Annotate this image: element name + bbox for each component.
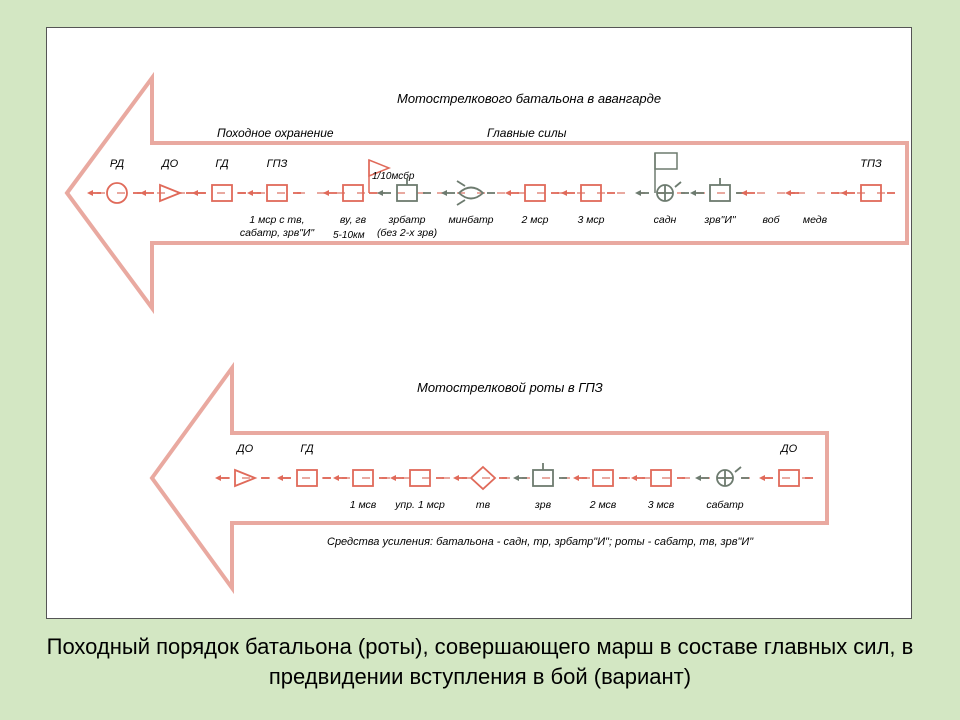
unit-symbol-msr3 [569, 176, 613, 210]
arrows-svg [47, 28, 911, 618]
unit-symbol-msr2 [513, 176, 557, 210]
unit-vugv: ву, гв [323, 176, 383, 210]
unit-bot-msr3: 3 мср [578, 214, 605, 227]
unit-tv: тв [453, 461, 513, 495]
unit-bot-zrb: зрбатр(без 2-х зрв) [377, 214, 437, 239]
unit-symbol-do3 [767, 461, 811, 495]
unit-bot-gpz: 1 мср с тв,сабатр, зрв"И" [240, 214, 314, 239]
unit-medv: медв [785, 176, 845, 210]
battalion-title: Мотострелкового батальона в авангарде [397, 91, 661, 106]
unit-minb: минбатр [441, 176, 501, 210]
unit-symbol-do2 [223, 461, 267, 495]
unit-msv2: 2 мсв [573, 461, 633, 495]
unit-do1: ДО [140, 176, 200, 210]
unit-rd: РД [87, 176, 147, 210]
unit-bot-msv2: 2 мсв [590, 499, 617, 512]
footnote: Средства усиления: батальона - садн, тр,… [327, 536, 753, 548]
unit-bot-msr2: 2 мср [522, 214, 549, 227]
unit-symbol-zrb [385, 176, 429, 210]
unit-bot-medv: медв [803, 214, 827, 227]
unit-gd1: ГД [192, 176, 252, 210]
company-title: Мотострелковой роты в ГПЗ [417, 380, 603, 395]
unit-bot-vugv: ву, гв [340, 214, 366, 227]
label-glavsily: Главные силы [487, 126, 566, 140]
unit-top-tpz: ТПЗ [860, 158, 881, 170]
unit-msv1: 1 мсв [333, 461, 393, 495]
unit-symbol-msv2 [581, 461, 625, 495]
unit-bot-sab: сабатр [706, 499, 743, 512]
unit-do2: ДО [215, 461, 275, 495]
unit-top-do2: ДО [237, 443, 253, 455]
unit-symbol-rd [95, 176, 139, 210]
unit-zrb: зрбатр(без 2-х зрв) [377, 176, 437, 210]
unit-msr3: 3 мср [561, 176, 621, 210]
unit-symbol-msv1 [341, 461, 385, 495]
unit-bot-sadn: садн [654, 214, 677, 227]
unit-gd2: ГД [277, 461, 337, 495]
unit-symbol-zrv [521, 461, 565, 495]
unit-symbol-medv [793, 176, 837, 210]
unit-tpz: ТПЗ [841, 176, 901, 210]
unit-symbol-gd1 [200, 176, 244, 210]
label-pohodnoe: Походное охранение [217, 126, 334, 140]
unit-top-rd: РД [110, 158, 124, 170]
unit-symbol-gd2 [285, 461, 329, 495]
unit-bot-zrvi: зрв"И" [704, 214, 735, 227]
unit-symbol-zrvi [698, 176, 742, 210]
unit-msv3: 3 мсв [631, 461, 691, 495]
unit-do3: ДО [759, 461, 819, 495]
unit-top-do1: ДО [162, 158, 178, 170]
unit-zrv: зрв [513, 461, 573, 495]
unit-bot-msv3: 3 мсв [648, 499, 675, 512]
unit-bot-msv1: 1 мсв [350, 499, 377, 512]
unit-symbol-msv3 [639, 461, 683, 495]
unit-bot-zrv: зрв [535, 499, 551, 512]
unit-symbol-minb [449, 176, 493, 210]
unit-gpz: ГПЗ1 мср с тв,сабатр, зрв"И" [247, 176, 307, 210]
label-5-10km: 5-10км [333, 230, 365, 241]
diagram-frame: Мотострелкового батальона в авангарде По… [46, 27, 912, 619]
unit-symbol-gpz [255, 176, 299, 210]
unit-bot-vob: воб [763, 214, 780, 227]
unit-upr: упр. 1 мср [390, 461, 450, 495]
unit-symbol-sab [703, 461, 747, 495]
unit-top-do3: ДО [781, 443, 797, 455]
caption: Походный порядок батальона (роты), совер… [0, 632, 960, 691]
unit-top-gd2: ГД [300, 443, 313, 455]
unit-bot-upr: упр. 1 мср [395, 499, 445, 512]
unit-sab: сабатр [695, 461, 755, 495]
unit-symbol-vugv [331, 176, 375, 210]
unit-bot-minb: минбатр [448, 214, 493, 227]
unit-sadn: садн [635, 176, 695, 210]
unit-top-gpz: ГПЗ [267, 158, 288, 170]
unit-msr2: 2 мср [505, 176, 565, 210]
unit-symbol-tv [461, 461, 505, 495]
unit-symbol-upr [398, 461, 442, 495]
unit-bot-tv: тв [476, 499, 490, 512]
unit-symbol-sadn [643, 176, 687, 210]
unit-symbol-tpz [849, 176, 893, 210]
unit-top-gd1: ГД [215, 158, 228, 170]
unit-symbol-do1 [148, 176, 192, 210]
